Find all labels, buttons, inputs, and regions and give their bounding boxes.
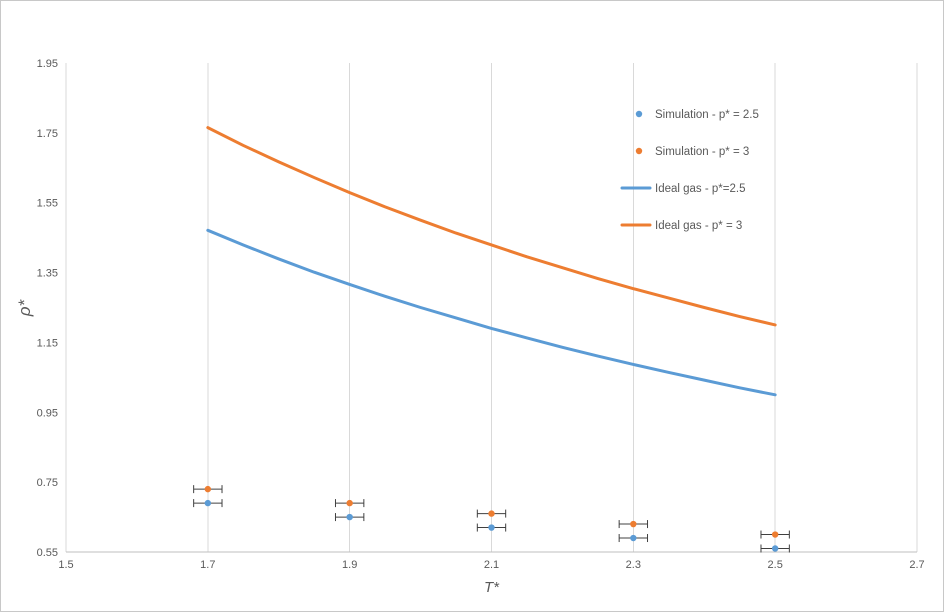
legend: Simulation - p* = 2.5 Simulation - p* = 3…	[620, 109, 759, 232]
legend-item[interactable]: Ideal gas - p*=2.5	[620, 183, 745, 195]
legend-item-label: Ideal gas - p* = 3	[655, 220, 742, 232]
data-point[interactable]	[204, 499, 212, 507]
x-tick-label: 1.7	[200, 559, 215, 571]
x-tick-label: 2.7	[909, 559, 924, 571]
legend-marker-dot	[635, 110, 643, 118]
legend-item-label: Simulation - p* = 3	[655, 146, 749, 158]
series-line[interactable]	[206, 228, 777, 397]
x-tick-label: 2.5	[768, 559, 783, 571]
data-point[interactable]	[630, 534, 637, 542]
y-tick-label: 0.95	[37, 407, 58, 419]
data-point[interactable]	[204, 485, 212, 493]
y-axis-title: ρ*	[15, 299, 34, 317]
legend-item[interactable]: Ideal gas - p* = 3	[620, 220, 742, 232]
x-tick-label: 1.5	[58, 559, 73, 571]
legend-marker-dot	[635, 147, 643, 155]
data-point[interactable]	[346, 499, 353, 507]
y-tick-label: 0.75	[37, 477, 58, 489]
legend-item[interactable]: Simulation - p* = 2.5	[635, 109, 759, 121]
data-point[interactable]	[488, 510, 495, 517]
y-tick-label: 1.35	[37, 268, 58, 280]
data-point[interactable]	[346, 513, 353, 521]
x-axis-title: T*	[484, 579, 499, 596]
legend-item-label: Simulation - p* = 2.5	[655, 109, 759, 121]
y-tick-label: 1.55	[37, 198, 58, 210]
y-tick-label: 0.55	[37, 547, 58, 559]
data-point[interactable]	[630, 520, 637, 528]
legend-item-label: Ideal gas - p*=2.5	[655, 183, 745, 195]
y-tick-label: 1.95	[37, 58, 58, 70]
data-point[interactable]	[488, 524, 495, 531]
data-point[interactable]	[771, 531, 779, 538]
x-tick-label: 2.1	[484, 559, 499, 571]
x-tick-label: 2.3	[626, 559, 641, 571]
series-line[interactable]	[206, 126, 777, 327]
y-tick-label: 1.75	[37, 128, 58, 140]
data-point[interactable]	[771, 545, 779, 552]
x-tick-label: 1.9	[342, 559, 357, 571]
y-tick-label: 1.15	[37, 337, 58, 349]
legend-item[interactable]: Simulation - p* = 3	[635, 146, 749, 158]
